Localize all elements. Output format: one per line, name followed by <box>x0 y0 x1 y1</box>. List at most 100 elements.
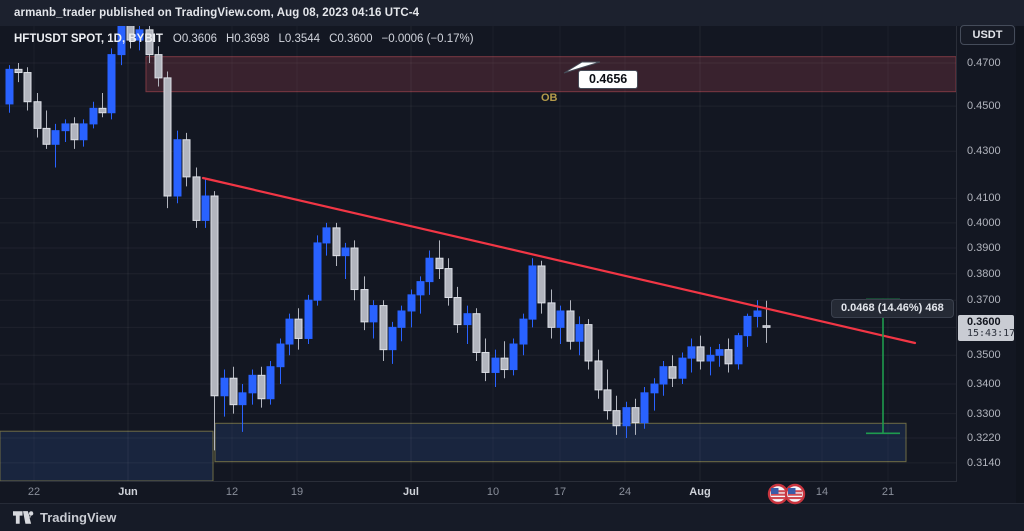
price-tick-label: 0.4300 <box>967 145 1001 158</box>
tradingview-logo-icon[interactable] <box>13 510 34 525</box>
candle <box>220 369 229 417</box>
currency-toggle-button[interactable]: USDT <box>960 25 1015 45</box>
candle <box>369 300 378 339</box>
candle <box>33 92 42 138</box>
candle <box>42 110 51 149</box>
candle <box>350 240 359 301</box>
price-tick-label: 0.4000 <box>967 216 1001 229</box>
candle <box>5 65 14 113</box>
time-tick-label: 14 <box>815 486 829 498</box>
candle <box>304 294 313 345</box>
price-tick-label: 0.3400 <box>967 378 1001 391</box>
current-price-value: 0.3600 <box>967 316 1001 329</box>
candle <box>444 258 453 306</box>
candle <box>435 240 444 279</box>
time-scale[interactable]: 22 Jun 12 19 Jul 10 17 24 Aug 14 21 <box>0 482 1016 503</box>
candle <box>14 63 23 83</box>
ohlc-close: C0.3600 <box>329 33 373 45</box>
price-tick-label: 0.3140 <box>967 456 1001 469</box>
candle <box>612 395 621 435</box>
candle <box>668 355 677 387</box>
candlestick-chart[interactable] <box>0 26 956 481</box>
price-scale[interactable]: 0.3600 15:43:17 0.4700 0.4500 0.4300 0.4100… <box>957 26 1016 481</box>
candle <box>322 222 331 256</box>
candle <box>528 258 537 328</box>
price-tick-label: 0.4500 <box>967 100 1001 113</box>
candle <box>238 384 247 432</box>
price-tick-label: 0.4100 <box>967 192 1001 205</box>
candle <box>51 123 60 168</box>
candle <box>201 179 210 228</box>
candle <box>519 313 528 356</box>
candle <box>210 191 219 451</box>
candle <box>734 332 743 370</box>
candle <box>584 319 593 370</box>
price-range-measurement[interactable] <box>866 298 900 435</box>
candle <box>491 349 500 387</box>
candle <box>659 360 668 396</box>
price-tick-label: 0.3500 <box>967 349 1001 362</box>
candle <box>388 321 397 364</box>
time-tick-label: 21 <box>881 486 895 498</box>
candle <box>556 305 565 345</box>
candle <box>481 338 490 382</box>
candle <box>379 300 388 361</box>
ohlc-high: H0.3698 <box>226 33 270 45</box>
candle <box>753 300 762 328</box>
candle <box>70 117 79 149</box>
time-tick-label: 10 <box>486 486 500 498</box>
price-tick-label: 0.4700 <box>967 57 1001 69</box>
candle <box>266 360 275 405</box>
candle <box>407 289 416 328</box>
order-block-label[interactable]: OB <box>541 92 558 104</box>
candle <box>743 313 752 347</box>
tradingview-brand-text[interactable]: TradingView <box>40 510 117 525</box>
candle <box>229 366 238 414</box>
candle <box>61 119 70 143</box>
candle <box>547 289 556 339</box>
candle <box>724 338 733 373</box>
price-tick-label: 0.3700 <box>967 294 1001 307</box>
candle <box>126 26 135 49</box>
demand-zone-right[interactable] <box>214 422 907 463</box>
time-tick-label: 17 <box>553 486 567 498</box>
candle <box>107 48 116 120</box>
candle <box>257 366 266 408</box>
price-tick-label: 0.3800 <box>967 267 1001 280</box>
demand-zone-left[interactable] <box>0 430 214 481</box>
ohlc-change: −0.0006 (−0.17%) <box>381 33 474 45</box>
us-flag-event-icon <box>784 483 806 505</box>
publish-info-text: armanb_trader published on TradingView.c… <box>14 7 420 19</box>
candle <box>192 167 201 228</box>
candle <box>145 26 154 63</box>
candle <box>706 346 715 376</box>
candle <box>687 338 696 373</box>
symbol-title[interactable]: HFTUSDT SPOT, 1D, BYBIT <box>14 33 163 45</box>
economic-event-flag-icons[interactable] <box>766 482 808 511</box>
time-tick-label: 19 <box>290 486 304 498</box>
candle <box>715 344 724 367</box>
price-tick-label: 0.3220 <box>967 431 1001 444</box>
footer-bar: TradingView <box>0 503 1024 531</box>
candle <box>425 250 434 295</box>
candle <box>453 286 462 333</box>
candle <box>640 386 649 429</box>
candle <box>696 335 705 370</box>
descending-trendline[interactable] <box>201 176 917 345</box>
candle <box>360 276 369 331</box>
measurement-label[interactable]: 0.0468 (14.46%) 468 <box>831 299 954 318</box>
price-tick-label: 0.3900 <box>967 241 1001 254</box>
candle <box>566 300 575 350</box>
candle <box>650 378 659 411</box>
candle <box>341 242 350 279</box>
ohlc-low: L0.3544 <box>278 33 321 45</box>
order-block-zone[interactable] <box>145 56 956 93</box>
candle <box>98 92 107 118</box>
time-tick-label: 12 <box>225 486 239 498</box>
candle <box>509 338 518 376</box>
candle <box>500 341 509 379</box>
chart-pane[interactable]: HFTUSDT SPOT, 1D, BYBIT O0.3606 H0.3698 L0.… <box>0 26 957 505</box>
candle <box>575 316 584 356</box>
candle <box>397 305 406 342</box>
